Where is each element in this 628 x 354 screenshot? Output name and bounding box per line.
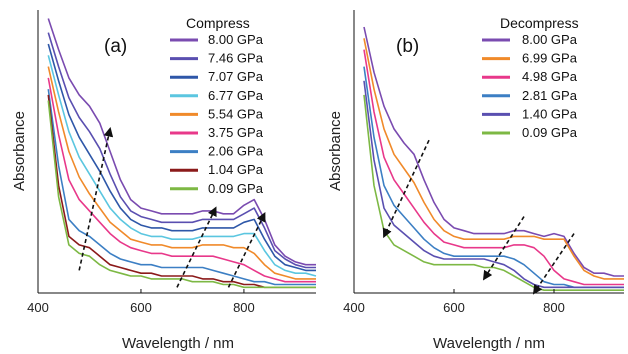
panel-a-series-line-2 — [47, 43, 316, 272]
panel-a-series-line-6 — [47, 89, 316, 286]
panel-b-legend-title: Decompress — [500, 15, 579, 31]
panel-a-series-line-1 — [47, 32, 316, 269]
panel-a-legend-label-8: 0.09 GPa — [208, 181, 264, 196]
panel-a: 400 600 800 (a) Compress 8.00 GPa 7.46 GPa 7… — [11, 10, 317, 352]
panel-a-legend-label-0: 8.00 GPa — [208, 32, 264, 47]
panel-b-series — [363, 26, 624, 292]
panel-b-y-axis-label: Absorbance — [327, 111, 344, 191]
panel-b-legend-label-4: 1.40 GPa — [522, 106, 578, 121]
panel-a-x-tick-label-600: 600 — [130, 300, 152, 315]
panel-a-series-line-0 — [47, 18, 316, 266]
panel-b-trend-arrow-2 — [532, 233, 575, 295]
panel-b-series-line-2 — [363, 49, 624, 286]
panel-a-trend-arrow-0 — [78, 126, 114, 271]
panel-b-x-tick-label-600: 600 — [443, 300, 465, 315]
panel-a-legend-label-7: 1.04 GPa — [208, 162, 264, 177]
panel-b-legend-label-0: 8.00 GPa — [522, 32, 578, 47]
panel-a-legend-label-1: 7.46 GPa — [208, 51, 264, 66]
panel-a-x-axis-label: Wavelength / nm — [122, 335, 234, 352]
panel-a-x-tick-label-800: 800 — [233, 300, 255, 315]
panel-b-series-line-1 — [363, 38, 624, 280]
panel-a-legend-label-6: 2.06 GPa — [208, 144, 264, 159]
panel-b-x-axis-label: Wavelength / nm — [433, 335, 545, 352]
panel-b-series-line-4 — [363, 80, 624, 289]
panel-a-x-tick-label-400: 400 — [27, 300, 49, 315]
panel-b-arrows — [382, 139, 575, 295]
panel-b-legend-label-2: 4.98 GPa — [522, 69, 578, 84]
panel-a-legend: 8.00 GPa 7.46 GPa 7.07 GPa 6.77 GPa 5.54 GPa… — [170, 32, 264, 196]
panel-a-x-ticks: 400 600 800 — [27, 289, 255, 315]
panel-b-series-line-0 — [363, 26, 624, 277]
panel-b-legend-label-1: 6.99 GPa — [522, 51, 578, 66]
panel-a-legend-label-3: 6.77 GPa — [208, 88, 264, 103]
panel-b-series-line-5 — [363, 94, 624, 292]
panel-a-y-axis-label: Absorbance — [11, 111, 28, 191]
panel-b-legend-label-3: 2.81 GPa — [522, 88, 578, 103]
panel-a-legend-title: Compress — [186, 15, 250, 31]
panel-b-trend-arrow-0 — [382, 139, 430, 239]
panel-a-arrows — [78, 126, 266, 288]
panel-a-legend-label-4: 5.54 GPa — [208, 106, 264, 121]
panel-b-plot-area — [354, 10, 624, 293]
panel-a-legend-label-2: 7.07 GPa — [208, 69, 264, 84]
panel-b-series-line-3 — [363, 66, 624, 289]
panel-a-trend-arrow-1 — [176, 206, 217, 288]
panel-a-legend-label-5: 3.75 GPa — [208, 125, 264, 140]
panel-a-series-line-8 — [47, 100, 316, 289]
panel-a-label: (a) — [104, 36, 127, 57]
panel-b-legend: 8.00 GPa 6.99 GPa 4.98 GPa 2.81 GPa 1.40 GPa… — [482, 32, 578, 140]
panel-a-series-line-3 — [47, 55, 317, 277]
panel-b-legend-label-5: 0.09 GPa — [522, 125, 578, 140]
panel-b-x-tick-label-400: 400 — [343, 300, 365, 315]
panel-a-series — [47, 18, 317, 289]
panel-b-x-ticks: 400 600 800 — [343, 289, 565, 315]
panel-b-label: (b) — [396, 36, 419, 57]
panel-b-x-tick-label-800: 800 — [543, 300, 565, 315]
panel-b: 400 600 800 (b) Decompress 8.00 GPa 6.99 GP… — [327, 10, 624, 352]
panel-b-trend-arrow-1 — [482, 216, 525, 281]
panel-a-series-line-4 — [47, 66, 316, 280]
panel-a-series-line-5 — [47, 77, 316, 283]
